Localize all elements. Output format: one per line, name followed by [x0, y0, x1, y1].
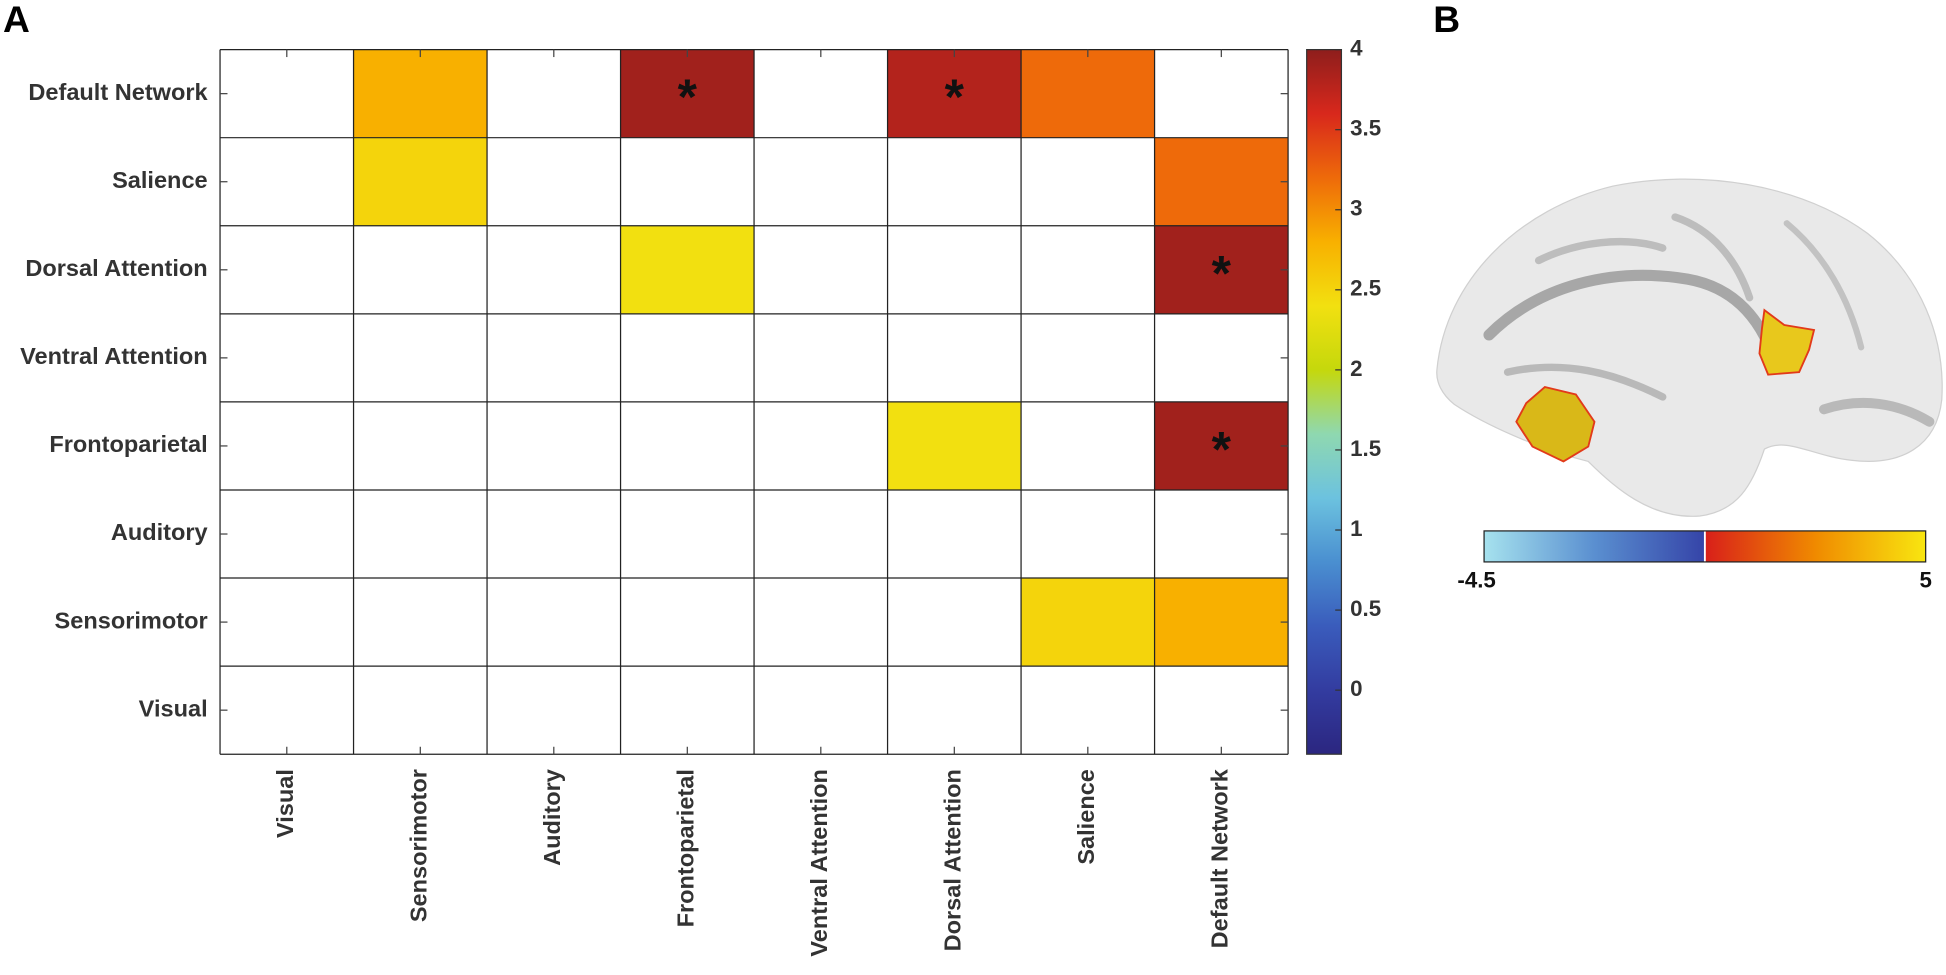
- brain: [1436, 178, 1943, 517]
- y-tick-label: Salience: [112, 167, 208, 193]
- colorbar-frame: [1483, 530, 1927, 563]
- colorbar-tick-label: 1: [1350, 516, 1362, 541]
- panel-label: B: [1433, 0, 1460, 40]
- panel-label: A: [3, 0, 30, 40]
- x-tick-label: Salience: [1073, 769, 1099, 865]
- colorbar: [1306, 48, 1343, 755]
- heatmap-cell: [353, 137, 488, 226]
- heatmap-cell: [887, 401, 1022, 490]
- heatmap-cell: [1154, 137, 1289, 226]
- colorbar-tick-label: 3: [1350, 196, 1362, 221]
- significance-mark: *: [945, 69, 965, 125]
- x-tick-label: Ventral Attention: [806, 769, 832, 957]
- colorbar-max-label: 5: [1919, 568, 1931, 593]
- significance-mark: *: [1212, 245, 1232, 301]
- heatmap-cell: [620, 49, 755, 138]
- heatmap-cell: [1021, 49, 1155, 138]
- colorbar: [1484, 530, 1705, 562]
- colorbar-tick-label: 0.5: [1350, 596, 1381, 621]
- heatmap-cell: [1154, 578, 1289, 667]
- x-tick-label: Auditory: [539, 769, 565, 866]
- x-tick-label: Visual: [272, 769, 298, 838]
- heatmap-cell: [1021, 578, 1155, 667]
- y-tick-label: Auditory: [111, 519, 208, 545]
- y-tick-label: Visual: [139, 695, 208, 721]
- x-tick-label: Default Network: [1207, 768, 1233, 948]
- y-tick-label: Dorsal Attention: [25, 255, 207, 281]
- heatmap-cell: [620, 225, 755, 314]
- colorbar-tick-label: 1.5: [1350, 436, 1381, 461]
- x-tick-label: Sensorimotor: [406, 769, 432, 922]
- colorbar: [1704, 530, 1926, 562]
- y-tick-label: Frontoparietal: [49, 431, 207, 457]
- y-tick-label: Ventral Attention: [20, 343, 208, 369]
- heatmap-cell: [1154, 401, 1289, 490]
- heatmap-cell: [1154, 225, 1289, 314]
- colorbar-tick-label: 3.5: [1350, 116, 1381, 141]
- colorbar-tick-label: 2: [1350, 356, 1362, 381]
- y-tick-label: Default Network: [28, 79, 208, 105]
- y-tick-label: Sensorimotor: [55, 607, 208, 633]
- colorbar-tick-label: 4: [1350, 36, 1363, 61]
- colorbar-tick-label: 0: [1350, 676, 1362, 701]
- heatmap-cell: [887, 49, 1022, 138]
- colorbar-tick-label: 2.5: [1350, 276, 1381, 301]
- significance-mark: *: [678, 69, 698, 125]
- heatmap-cell: [353, 49, 488, 138]
- significance-mark: *: [1212, 421, 1232, 477]
- colorbar-min-label: -4.5: [1457, 568, 1495, 593]
- x-tick-label: Dorsal Attention: [940, 769, 966, 951]
- x-tick-label: Frontoparietal: [673, 769, 699, 927]
